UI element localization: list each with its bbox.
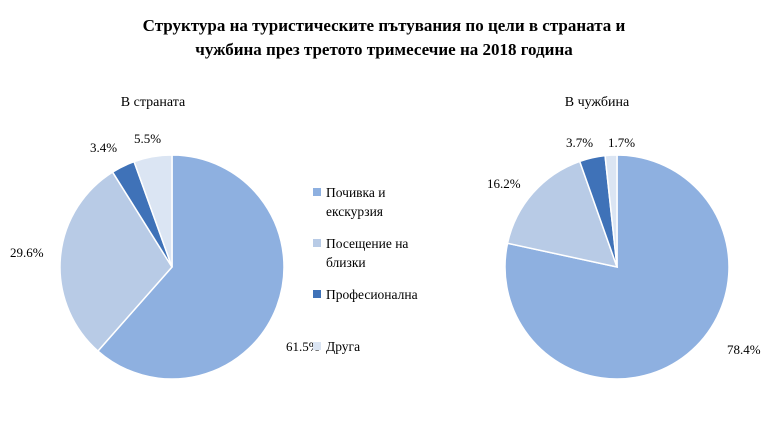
- data-label-посещение-на-близки: 16.2%: [487, 176, 521, 191]
- pie-title-abroad: В чужбина: [565, 95, 630, 110]
- legend-label-почивка-и-екскурзия: екскурзия: [326, 204, 383, 219]
- pie-slice-друга: [604, 154, 618, 268]
- legend: Почивка и екскурзия Посещение на близки Проф…: [313, 185, 418, 354]
- pie-slice-посещение-на-близки: [506, 160, 619, 269]
- data-label-професионална: 3.7%: [566, 135, 593, 150]
- legend-swatch-професионална: [313, 290, 321, 298]
- pie-abroad: 78.4% 16.2% 3.7% 1.7%: [487, 135, 761, 380]
- legend-label-посещение-на-близки: близки: [326, 255, 366, 270]
- chart-title-line-2: чужбина през третото тримесечие на 2018 …: [195, 40, 573, 59]
- data-label-почивка-и-екскурзия: 61.5%: [286, 339, 320, 354]
- pie-slice-посещение-на-близки: [59, 171, 173, 353]
- pie-slice-друга: [133, 154, 173, 268]
- legend-label-друга: Друга: [326, 339, 360, 354]
- legend-label-почивка-и-екскурзия: Почивка и: [326, 185, 385, 200]
- legend-swatch-посещение-на-близки: [313, 239, 321, 247]
- legend-swatch-друга: [313, 342, 321, 350]
- data-label-почивка-и-екскурзия: 78.4%: [727, 342, 761, 357]
- pie-title-domestic: В страната: [121, 95, 186, 110]
- chart-title-line-1: Структура на туристическите пътувания по…: [142, 16, 626, 35]
- data-label-професионална: 3.4%: [90, 140, 117, 155]
- data-label-друга: 5.5%: [134, 131, 161, 146]
- legend-swatch-почивка-и-екскурзия: [313, 188, 321, 196]
- legend-label-професионална: Професионална: [326, 287, 418, 302]
- pie-slice-почивка-и-екскурзия: [96, 154, 285, 380]
- data-label-посещение-на-близки: 29.6%: [10, 245, 44, 260]
- chart-title: Структура на туристическите пътувания по…: [0, 14, 768, 62]
- legend-label-посещение-на-близки: Посещение на: [326, 236, 408, 251]
- pie-domestic: 61.5% 29.6% 3.4% 5.5%: [10, 131, 320, 380]
- data-label-друга: 1.7%: [608, 135, 635, 150]
